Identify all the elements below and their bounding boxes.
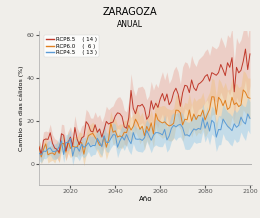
- Legend: RCP8.5    ( 14 ), RCP6.0    (  6 ), RCP4.5    ( 13 ): RCP8.5 ( 14 ), RCP6.0 ( 6 ), RCP4.5 ( 13…: [44, 35, 99, 57]
- X-axis label: Año: Año: [139, 196, 152, 202]
- Text: ZARAGOZA: ZARAGOZA: [103, 7, 157, 17]
- Y-axis label: Cambio en dias cálidos (%): Cambio en dias cálidos (%): [19, 65, 24, 151]
- Text: ANUAL: ANUAL: [117, 20, 143, 29]
